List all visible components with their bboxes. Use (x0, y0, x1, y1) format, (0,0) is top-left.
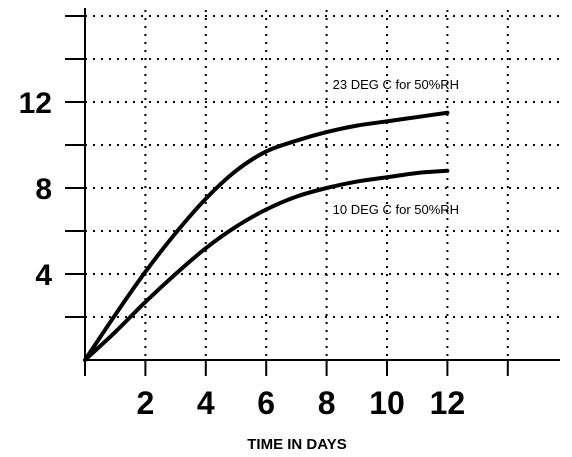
y-tick-label: 12 (19, 87, 52, 120)
series-group (83, 110, 450, 362)
x-tick-label: 10 (369, 385, 405, 421)
series-line-1 (83, 110, 450, 362)
x-axis-label: TIME IN DAYS (247, 436, 346, 453)
series-annotation: 10 DEG C for 50%RH (333, 202, 459, 217)
axes (65, 8, 560, 376)
series-line-2 (83, 168, 450, 362)
series-annotation: 23 DEG C for 50%RH (333, 77, 459, 92)
y-tick-label: 4 (35, 259, 52, 292)
labels-group: 4 8 12 2 4 6 8 10 12 23 DEG C for 50%RH 10 DEG C f… (19, 77, 466, 421)
x-tick-label: 2 (137, 385, 155, 421)
grid (85, 10, 560, 360)
x-tick-label: 4 (197, 385, 215, 421)
x-tick-label: 8 (318, 385, 336, 421)
x-tick-label: 6 (257, 385, 275, 421)
x-tick-label: 12 (430, 385, 466, 421)
y-tick-label: 8 (35, 173, 52, 206)
